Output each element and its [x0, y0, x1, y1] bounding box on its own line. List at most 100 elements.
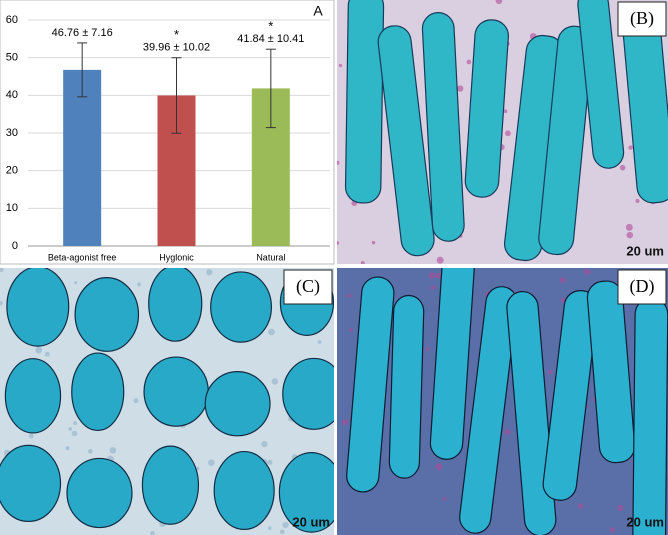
cell-dot [35, 346, 43, 354]
x-tick-label: Beta-agonist free [48, 252, 117, 262]
gland [632, 297, 668, 535]
cell-dot [267, 459, 273, 465]
cell-dot [609, 527, 616, 533]
cell-dot [338, 63, 343, 68]
y-tick-label: 40 [6, 89, 18, 101]
gland [577, 0, 625, 169]
cell-dot [206, 269, 213, 276]
cell-dot [625, 223, 633, 231]
cell-dot [628, 145, 633, 150]
cell-dot [337, 160, 340, 165]
cell-dot [430, 285, 436, 290]
cell-dot [267, 526, 272, 530]
cell-dot [261, 441, 268, 448]
cell-dot [617, 504, 624, 511]
panel-label: (C) [296, 276, 320, 297]
cell-dot [0, 268, 4, 272]
panel-label-box [283, 269, 333, 305]
cell-dot [503, 109, 508, 114]
gland [429, 268, 475, 460]
y-tick-label: 20 [6, 165, 18, 177]
gland [143, 356, 209, 427]
cell-dot [619, 164, 626, 171]
cell-dot [442, 496, 447, 501]
cell-dot [137, 282, 142, 287]
micrograph: (B) 20 um [337, 0, 668, 264]
cell-dot [271, 378, 279, 385]
cell-dot [457, 85, 464, 92]
cell-dot [268, 328, 275, 336]
gland [586, 280, 636, 464]
cell-dot [109, 447, 117, 454]
x-tick-label: Natural [256, 252, 285, 262]
gland [421, 11, 465, 242]
cell-dot [74, 281, 78, 285]
cell-dot [436, 256, 444, 264]
cell-dot [0, 300, 3, 306]
y-tick-label: 10 [6, 202, 18, 214]
panel-label: A [313, 3, 323, 19]
x-tick-label: Hyglonic [159, 252, 194, 262]
gland [74, 277, 140, 352]
cell-dot [68, 427, 73, 431]
cell-dot [317, 340, 322, 344]
y-tick-label: 0 [12, 240, 18, 252]
gland [210, 271, 273, 343]
cell-dot [208, 459, 215, 466]
value-label: 39.96 ± 10.02 [143, 42, 210, 54]
gland [66, 457, 133, 529]
gland [282, 357, 334, 430]
micrograph-image [337, 268, 668, 535]
cell-dot [548, 369, 553, 375]
micrograph-image [337, 0, 668, 264]
cell-dot [282, 521, 289, 529]
gland [148, 268, 203, 342]
gland [141, 445, 200, 525]
cell-dot [428, 272, 436, 279]
value-label: 41.84 ± 10.41 [237, 33, 304, 45]
y-tick-label: 60 [6, 14, 18, 26]
y-tick-label: 30 [6, 127, 18, 139]
cell-dot [504, 429, 511, 435]
cell-dot [559, 277, 566, 284]
cell-dot [65, 446, 70, 451]
cell-dot [73, 421, 78, 426]
cell-dot [279, 529, 285, 535]
cell-dot [426, 347, 430, 351]
gland [538, 25, 594, 256]
cell-dot [635, 198, 640, 203]
cell-dot [133, 398, 139, 404]
cell-dot [435, 272, 442, 279]
gland [6, 268, 70, 347]
cell-dot [626, 231, 634, 239]
cell-dot [341, 419, 348, 426]
panel-label-box [617, 269, 667, 305]
gland [278, 452, 334, 533]
gland [464, 19, 509, 198]
gland [344, 0, 385, 204]
gland [71, 352, 125, 432]
gland [0, 444, 62, 523]
cell-dot [28, 433, 34, 439]
micrograph: (C) 20 um [0, 268, 334, 535]
cell-dot [337, 241, 340, 246]
panel-label: (D) [630, 276, 655, 297]
gland [377, 25, 435, 257]
gland [542, 290, 599, 501]
cell-dot [44, 351, 50, 357]
gland [388, 294, 425, 479]
value-label: 46.76 ± 7.16 [52, 27, 113, 39]
micrograph: (D) 20 um [337, 268, 668, 535]
significance-mark: * [268, 19, 273, 34]
bar [63, 69, 102, 246]
cell-dot [583, 268, 591, 275]
significance-mark: * [174, 27, 179, 42]
micrograph-image [0, 268, 334, 535]
cell-dot [150, 531, 155, 535]
cell-dot [360, 261, 365, 264]
cell-dot [371, 240, 376, 245]
gland [4, 358, 62, 434]
cell-dot [504, 130, 511, 137]
